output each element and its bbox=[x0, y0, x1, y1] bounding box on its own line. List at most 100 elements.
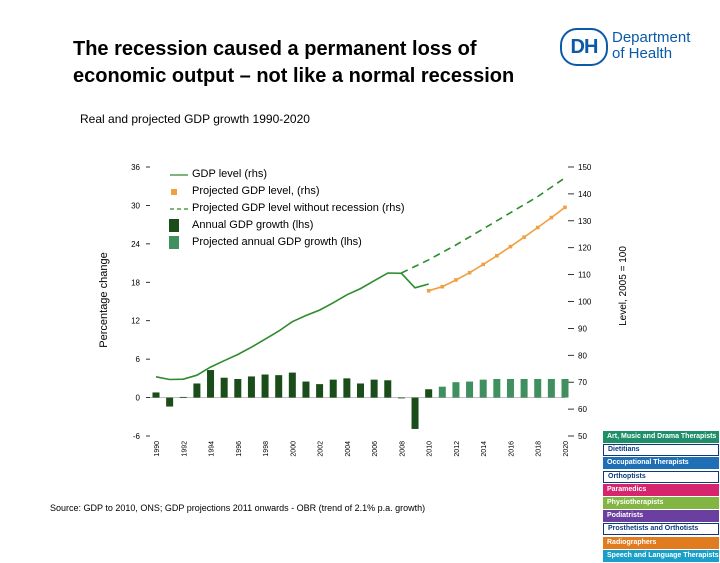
projected-gdp-marker bbox=[481, 262, 485, 267]
projected-gdp-marker bbox=[508, 244, 513, 249]
right-tick-label: 70 bbox=[578, 378, 587, 387]
legend-key bbox=[170, 208, 188, 210]
gdp-growth-bar bbox=[220, 377, 228, 398]
profession-item: Occupational Therapists bbox=[603, 457, 719, 470]
x-tick-label: 2020 bbox=[563, 441, 570, 457]
x-tick-label: 1992 bbox=[181, 441, 188, 457]
left-tick-label: 0 bbox=[136, 394, 141, 403]
projected-gdp-marker bbox=[467, 270, 472, 275]
gdp-growth-bar bbox=[411, 397, 419, 429]
legend-label: GDP level (rhs) bbox=[192, 168, 267, 180]
projected-gdp-marker bbox=[549, 215, 554, 220]
right-tick-label: 80 bbox=[578, 351, 587, 360]
left-tick-label: -6 bbox=[133, 432, 141, 441]
right-tick-label: 130 bbox=[578, 217, 592, 226]
x-tick-label: 2012 bbox=[454, 441, 461, 457]
gdp-growth-bar bbox=[493, 378, 501, 398]
profession-item: Art, Music and Drama Therapists bbox=[603, 431, 719, 443]
profession-item: Orthoptists bbox=[603, 470, 719, 483]
gdp-growth-bar bbox=[275, 375, 283, 398]
department-of-health-logo: DH Department of Health bbox=[560, 26, 700, 72]
legend-key bbox=[171, 189, 177, 195]
x-tick-label: 2008 bbox=[399, 441, 406, 457]
gdp-growth-bar bbox=[547, 378, 555, 398]
gdp-no-recession-line bbox=[401, 177, 566, 274]
gdp-growth-bar bbox=[561, 378, 569, 398]
projected-gdp-marker bbox=[563, 205, 567, 210]
gdp-growth-bar bbox=[302, 381, 310, 398]
right-tick-label: 60 bbox=[578, 405, 587, 414]
gdp-growth-bar bbox=[329, 379, 337, 398]
x-tick-label: 2006 bbox=[372, 441, 379, 457]
x-tick-label: 2010 bbox=[427, 441, 434, 457]
profession-item: Prosthetists and Orthotists bbox=[603, 523, 719, 536]
gdp-level-line bbox=[155, 272, 429, 381]
left-axis-title: Percentage change bbox=[98, 252, 110, 347]
professions-list: Art, Music and Drama Therapists Dietitian… bbox=[603, 431, 719, 563]
projected-gdp-marker bbox=[522, 235, 526, 240]
gdp-growth-bar bbox=[343, 378, 351, 398]
gdp-growth-bar bbox=[370, 379, 378, 398]
x-tick-label: 1990 bbox=[154, 441, 161, 457]
right-tick-label: 110 bbox=[578, 271, 591, 280]
gdp-growth-bar bbox=[166, 397, 174, 407]
left-tick-label: 30 bbox=[131, 201, 140, 210]
profession-item: Podiatrists bbox=[603, 510, 719, 523]
gdp-growth-bar bbox=[261, 374, 269, 398]
projected-gdp-marker bbox=[426, 288, 431, 293]
profession-item: Radiographers bbox=[603, 536, 719, 549]
left-tick-label: 24 bbox=[131, 240, 140, 249]
gdp-growth-bar bbox=[506, 378, 514, 398]
legend-label: Projected GDP level, (rhs) bbox=[192, 185, 320, 197]
legend-label: Projected GDP level without recession (r… bbox=[192, 202, 405, 214]
gdp-growth-bar bbox=[316, 384, 324, 398]
left-tick-label: 6 bbox=[136, 355, 141, 364]
legend-bar-key bbox=[169, 219, 179, 232]
legend-bar-key bbox=[169, 236, 179, 249]
profession-item: Speech and Language Therapists bbox=[603, 549, 719, 562]
left-tick-label: 12 bbox=[131, 317, 140, 326]
gdp-growth-bar bbox=[425, 389, 433, 398]
legend-label: Projected annual GDP growth (lhs) bbox=[192, 236, 362, 248]
dh-badge: DH bbox=[560, 28, 608, 66]
gdp-growth-bar bbox=[179, 396, 187, 398]
legend-label: Annual GDP growth (lhs) bbox=[192, 219, 314, 231]
gdp-growth-bar bbox=[207, 370, 215, 398]
x-tick-label: 1994 bbox=[209, 441, 216, 457]
gdp-growth-bar bbox=[193, 383, 201, 398]
projected-gdp-marker bbox=[440, 284, 445, 289]
left-tick-label: 36 bbox=[131, 163, 140, 172]
gdp-growth-bar bbox=[397, 397, 405, 399]
dh-name: Department of Health bbox=[612, 30, 690, 62]
title-line-1: The recession caused a permanent loss of bbox=[73, 38, 477, 60]
gdp-growth-bar bbox=[357, 383, 364, 398]
gdp-chart: 363024181260-615014013012011010090807060… bbox=[98, 163, 629, 457]
title-line-2: economic output – not like a normal rece… bbox=[73, 65, 515, 87]
dh-name-line-2: of Health bbox=[612, 45, 673, 62]
chart-title: Real and projected GDP growth 1990-2020 bbox=[80, 112, 310, 126]
right-tick-label: 90 bbox=[578, 324, 587, 333]
left-tick-label: 18 bbox=[131, 278, 140, 287]
x-tick-label: 2004 bbox=[345, 441, 352, 457]
profession-item: Dietitians bbox=[603, 444, 719, 457]
profession-item: Physiotherapists bbox=[603, 496, 719, 509]
gdp-growth-bar bbox=[438, 386, 446, 398]
right-tick-label: 120 bbox=[578, 244, 592, 253]
right-tick-label: 50 bbox=[578, 432, 587, 441]
x-tick-label: 1998 bbox=[263, 441, 270, 457]
gdp-growth-bar bbox=[466, 381, 474, 398]
x-tick-label: 1996 bbox=[236, 441, 243, 457]
gdp-growth-bar bbox=[479, 379, 487, 398]
gdp-growth-bar bbox=[247, 376, 255, 398]
right-tick-label: 140 bbox=[578, 190, 592, 199]
right-axis-title: Level, 2005 = 100 bbox=[618, 246, 629, 326]
source-note: Source: GDP to 2010, ONS; GDP projection… bbox=[50, 503, 426, 513]
gdp-growth-bar bbox=[534, 378, 542, 398]
projected-gdp-marker bbox=[535, 225, 540, 230]
projected-gdp-marker bbox=[495, 253, 499, 258]
x-tick-label: 2016 bbox=[508, 441, 515, 457]
dh-name-line-1: Department bbox=[612, 29, 691, 46]
legend-key bbox=[170, 174, 188, 176]
gdp-growth-bar bbox=[152, 392, 160, 398]
x-tick-label: 2018 bbox=[536, 441, 543, 457]
